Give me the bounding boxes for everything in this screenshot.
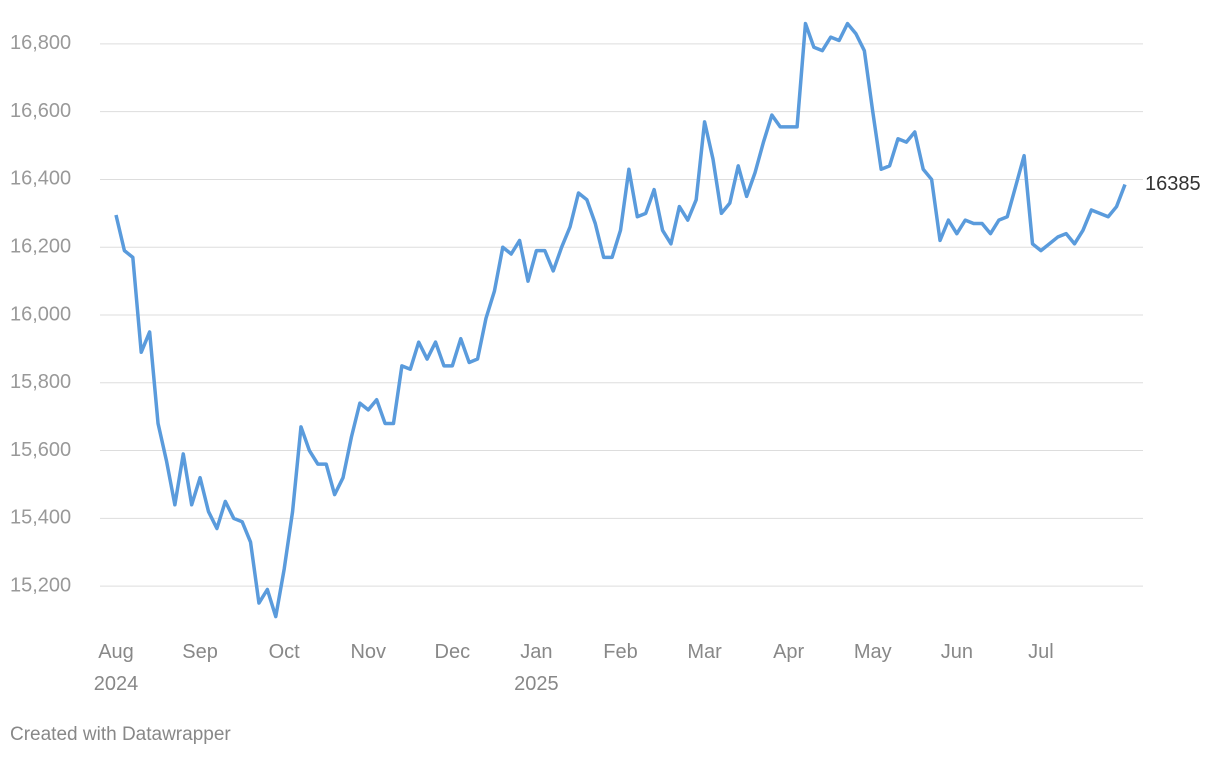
x-tick-label: Jan 2025 xyxy=(514,641,559,695)
y-tick-label: 15,600 xyxy=(10,439,71,461)
x-tick-label: May xyxy=(853,641,892,663)
x-tick-label: Oct xyxy=(268,641,300,663)
x-tick-label: Dec xyxy=(434,641,471,663)
y-tick-label: 16,000 xyxy=(10,303,71,325)
x-tick-label: Sep xyxy=(182,641,218,663)
y-tick-label: 16,200 xyxy=(10,236,71,258)
end-value-label: 16385 xyxy=(1145,173,1201,195)
x-tick-label: Nov xyxy=(350,641,387,663)
y-tick-label: 15,200 xyxy=(10,574,71,596)
x-tick-label: Aug 2024 xyxy=(93,641,139,695)
x-tick-label: Jun xyxy=(940,641,973,663)
y-tick-label: 16,400 xyxy=(10,168,71,190)
x-tick-label: Mar xyxy=(687,641,722,663)
y-tick-label: 15,800 xyxy=(10,371,71,393)
y-tick-label: 16,800 xyxy=(10,32,71,54)
x-tick-label: Jul xyxy=(1028,641,1054,663)
x-tick-label: Apr xyxy=(773,641,805,663)
y-tick-label: 16,600 xyxy=(10,100,71,122)
x-tick-label: Feb xyxy=(603,641,638,663)
line xyxy=(114,21,1127,619)
credit: Created with Datawrapper xyxy=(10,724,231,745)
y-tick-label: 15,400 xyxy=(10,507,71,529)
